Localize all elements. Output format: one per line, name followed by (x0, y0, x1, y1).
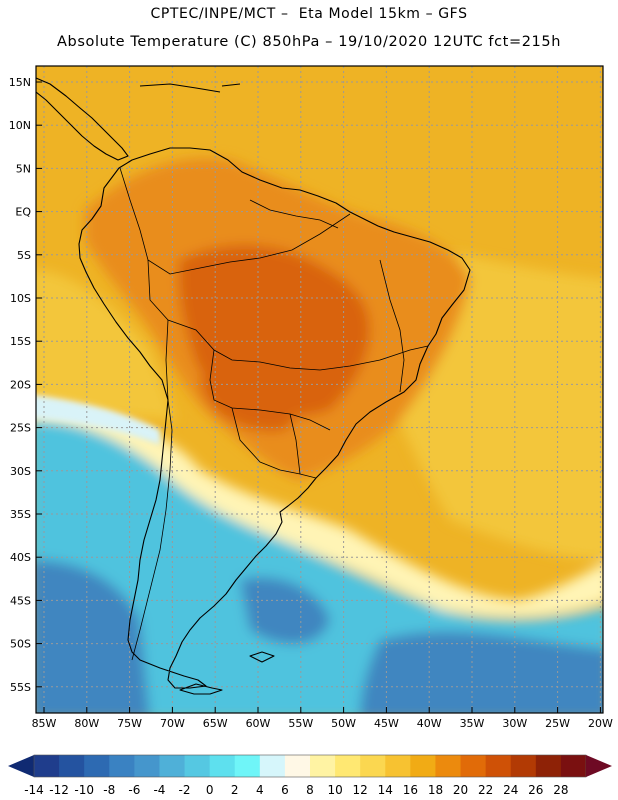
colorbar-swatch (360, 755, 386, 777)
latitude-axis: 15N 10N 5N EQ 5S 10S 15S 20S 25S 30S 35S 40S 45S 50S 5… (9, 76, 32, 694)
colorbar-label: 16 (403, 783, 418, 797)
colorbar-label: -8 (103, 783, 115, 797)
colorbar-swatch (84, 755, 110, 777)
tierra-del-fuego (179, 683, 223, 695)
coastlines (36, 77, 471, 695)
colorbar-swatch (34, 755, 60, 777)
temperature-field (36, 66, 603, 713)
colorbar-swatch (59, 755, 85, 777)
colorbar-label: 10 (327, 783, 342, 797)
central-america-outline (36, 77, 129, 161)
colorbar-label: -14 (24, 783, 44, 797)
colorbar-label: 2 (231, 783, 239, 797)
colorbar-swatch (184, 755, 211, 777)
latitude-label: 40S (10, 551, 31, 564)
colorbar-swatch (410, 755, 436, 777)
longitude-label: 40W (417, 717, 442, 730)
colorbar-label: -4 (153, 783, 165, 797)
colorbar-label: 18 (428, 783, 443, 797)
latitude-label: 15S (10, 335, 31, 348)
latitude-label: 50S (10, 638, 31, 651)
longitude-label: 25W (545, 717, 570, 730)
colorbar-swatch (485, 755, 512, 777)
colorbar-swatch (234, 755, 261, 777)
cold-ocean-region (36, 560, 150, 713)
longitude-label: 30W (502, 717, 527, 730)
colorbar-label: 20 (453, 783, 468, 797)
colorbar-label: -10 (74, 783, 94, 797)
longitude-axis: 85W 80W 75W 70W 65W 60W 55W 50W 45W 40W 35W 30W 25W 2… (32, 717, 613, 730)
longitude-label: 85W (32, 717, 57, 730)
longitude-label: 80W (74, 717, 99, 730)
longitude-label: 55W (288, 717, 313, 730)
cold-ocean-region-mid (240, 577, 330, 644)
latitude-label: 55S (10, 681, 31, 694)
colorbar-swatch (510, 755, 537, 777)
colorbar-under-arrow (8, 755, 34, 777)
latitude-label: 25S (10, 422, 31, 435)
colorbar-swatch (159, 755, 186, 777)
country-borders (119, 167, 429, 661)
latitude-label: 45S (10, 594, 31, 607)
caribbean-islands (139, 83, 241, 93)
latitude-label: 20S (10, 378, 31, 391)
longitude-label: 50W (331, 717, 356, 730)
colorbar-swatch (134, 755, 160, 777)
colorbar-swatch (259, 755, 286, 777)
colorbar-swatch (209, 755, 236, 777)
colorbar-label: 12 (353, 783, 368, 797)
longitude-label: 45W (374, 717, 399, 730)
longitude-label: 60W (246, 717, 271, 730)
plot-frame (35, 65, 604, 714)
colorbar-swatch (385, 755, 411, 777)
pacific-subtropical-region (36, 270, 175, 420)
falkland-islands (249, 651, 275, 663)
colorbar-label: 26 (528, 783, 543, 797)
latitude-label: 35S (10, 508, 31, 521)
colorbar-label: 14 (378, 783, 393, 797)
colorbar-label: -6 (128, 783, 140, 797)
longitude-label: 20W (588, 717, 613, 730)
colorbar-swatch (435, 755, 462, 777)
pale-band-region (36, 395, 160, 445)
colorbar-swatch (310, 755, 336, 777)
south-america-outline (78, 147, 471, 689)
colorbar-label: 0 (206, 783, 214, 797)
cold-ocean-region-east (360, 631, 603, 713)
colorbar-swatch (560, 755, 587, 777)
colorbar-label: 6 (281, 783, 289, 797)
colorbar-swatch (109, 755, 135, 777)
colorbar-label: 4 (256, 783, 264, 797)
latitude-label: 15N (9, 76, 31, 89)
colorbar-over-arrow (586, 755, 612, 777)
colorbar-swatch (535, 755, 562, 777)
colorbar: -14 -12 -10 -8 -6 -4 -2 0 2 4 6 8 10 12 14 16 18 20 22 24 26… (8, 754, 612, 797)
longitude-label: 70W (160, 717, 185, 730)
chart-title: CPTEC/INPE/MCT – Eta Model 15km – GFS (150, 6, 468, 22)
latitude-label: 30S (10, 465, 31, 478)
latitude-label: 10N (9, 119, 31, 132)
colorbar-label: 8 (306, 783, 314, 797)
chart-subtitle: Absolute Temperature (C) 850hPa – 19/10/… (57, 34, 561, 50)
colorbar-label: 24 (503, 783, 518, 797)
colorbar-swatch (460, 755, 487, 777)
latitude-label: 10S (10, 292, 31, 305)
transition-zone (36, 400, 603, 617)
colorbar-label: 28 (553, 783, 568, 797)
latitude-label: 5N (16, 162, 31, 175)
longitude-label: 65W (203, 717, 228, 730)
longitude-label: 75W (117, 717, 142, 730)
colorbar-swatch (335, 755, 361, 777)
latitude-label: 5S (17, 249, 31, 262)
longitude-label: 35W (460, 717, 485, 730)
colorbar-label: -12 (49, 783, 69, 797)
colorbar-label: -2 (179, 783, 191, 797)
colorbar-swatch (284, 755, 311, 777)
colorbar-label: 22 (478, 783, 493, 797)
hot-core-region-south (201, 365, 297, 432)
axis-ticks (36, 81, 601, 713)
latitude-label: EQ (15, 206, 31, 219)
